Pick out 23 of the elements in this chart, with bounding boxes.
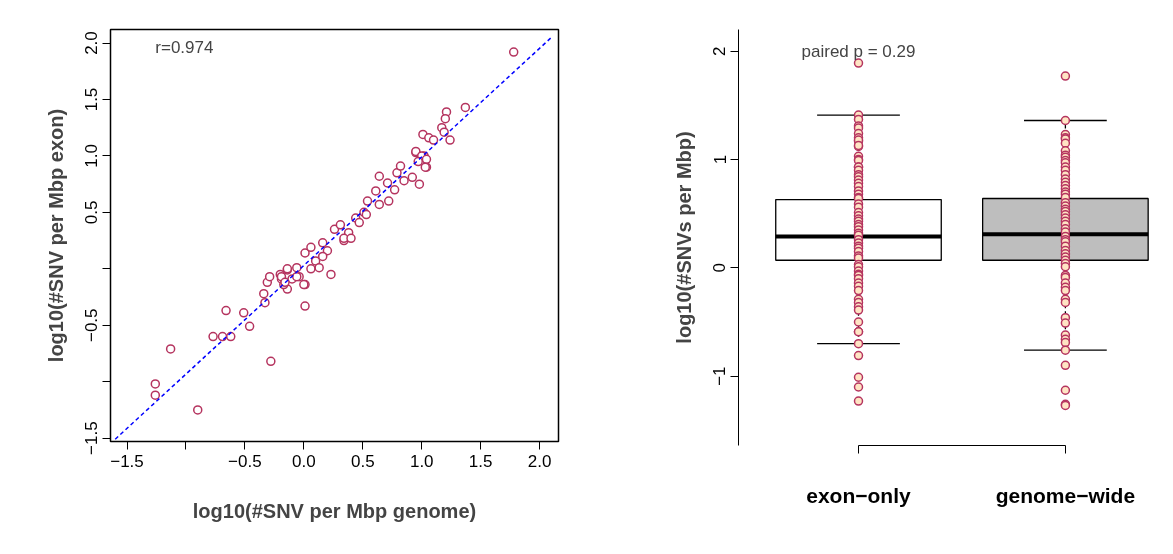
y-tick-label: 2 <box>710 46 730 56</box>
y-tick-label: 2.0 <box>82 31 102 55</box>
y-tick-label: 1 <box>710 154 730 165</box>
y-tick-label: 0 <box>710 263 730 273</box>
annotation: r=0.974 <box>155 37 214 57</box>
x-tick-label: 0.5 <box>350 451 375 471</box>
annotation: paired p = 0.29 <box>801 41 916 61</box>
x-tick-label: genome−wide <box>995 483 1136 507</box>
y-tick-label: −1 <box>710 366 730 386</box>
y-tick-label: 0.5 <box>82 200 102 225</box>
x-tick-label: 2.0 <box>527 451 552 471</box>
x-tick-label: 1.5 <box>468 451 493 471</box>
x-tick-label: 0.0 <box>292 451 316 471</box>
y-axis-title: log10(#SNV per Mbp exon) <box>44 108 67 363</box>
x-tick-label: −1.5 <box>110 451 144 471</box>
y-tick-label: 1.5 <box>82 87 102 112</box>
x-tick-label: −0.5 <box>228 451 262 471</box>
x-axis-title: log10(#SNV per Mbp genome) <box>192 499 477 522</box>
x-tick-label: 1.0 <box>409 451 434 471</box>
y-tick-label: −0.5 <box>82 308 102 343</box>
y-axis-title: log10(#SNVs per Mbp) <box>672 131 695 344</box>
y-tick-label: 1.0 <box>82 144 102 168</box>
x-tick-label: exon−only <box>806 483 912 507</box>
